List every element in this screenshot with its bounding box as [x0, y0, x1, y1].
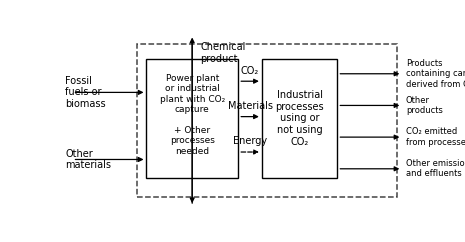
Text: Energy: Energy [233, 136, 267, 146]
Bar [262, 59, 338, 178]
Bar [138, 44, 397, 197]
Text: Chemical
product: Chemical product [200, 42, 246, 64]
Text: Industrial
processes
using or
not using
CO₂: Industrial processes using or not using … [275, 90, 324, 147]
Text: CO₂: CO₂ [241, 66, 259, 76]
Text: Other emissions
and effluents: Other emissions and effluents [406, 159, 465, 179]
Bar [146, 59, 239, 178]
Text: Power plant
or industrial
plant with CO₂
capture

+ Other
processes
needed: Power plant or industrial plant with CO₂… [160, 74, 225, 156]
Text: Materials: Materials [227, 101, 272, 111]
Text: Fossil
fuels or
biomass: Fossil fuels or biomass [65, 76, 106, 109]
Text: Other
materials: Other materials [65, 149, 111, 170]
Text: Other
products: Other products [406, 96, 443, 115]
Text: CO₂ emitted
from processes: CO₂ emitted from processes [406, 128, 465, 147]
Text: Products
containing carbon
derived from CO₂: Products containing carbon derived from … [406, 59, 465, 89]
